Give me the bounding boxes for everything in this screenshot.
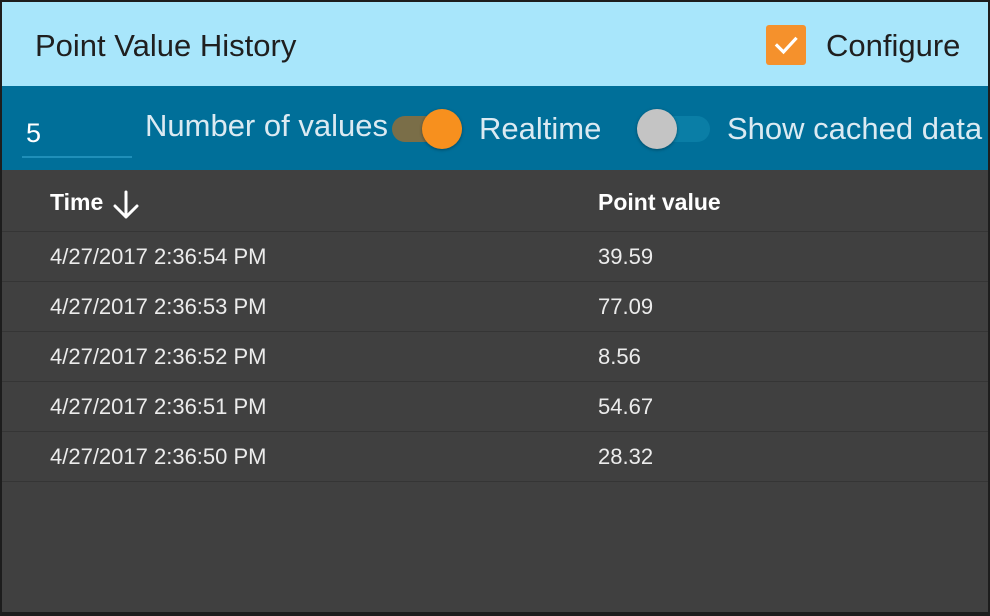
arrow-down-icon[interactable] (109, 188, 143, 222)
column-header-point-value[interactable]: Point value (598, 189, 721, 215)
table-header: Time Point value (2, 170, 988, 232)
realtime-toggle-thumb[interactable] (422, 109, 462, 149)
show-cached-data-toggle-thumb[interactable] (637, 109, 677, 149)
time-cell: 4/27/2017 2:36:53 PM (50, 294, 267, 319)
time-cell: 4/27/2017 2:36:52 PM (50, 344, 267, 369)
point-value-cell: 8.56 (598, 344, 641, 369)
table-row: 4/27/2017 2:36:54 PM 39.59 (2, 232, 988, 282)
controls-toolbar: Number of values Realtime Show cached da… (2, 86, 988, 170)
table-row: 4/27/2017 2:36:50 PM 28.32 (2, 432, 988, 482)
widget-title: Point Value History (35, 28, 297, 63)
checkmark-icon (774, 36, 798, 55)
configure-label[interactable]: Configure (826, 28, 961, 63)
table-row: 4/27/2017 2:36:53 PM 77.09 (2, 282, 988, 332)
point-value-cell: 54.67 (598, 394, 654, 419)
time-cell: 4/27/2017 2:36:51 PM (50, 394, 267, 419)
table-row: 4/27/2017 2:36:52 PM 8.56 (2, 332, 988, 382)
number-of-values-label: Number of values (145, 108, 388, 143)
realtime-label: Realtime (479, 111, 602, 146)
history-table: Time Point value 4/27/2017 2:36:54 PM 39… (2, 170, 988, 482)
point-value-cell: 28.32 (598, 444, 654, 469)
point-value-cell: 39.59 (598, 244, 654, 269)
widget-header: Point Value History Configure (2, 2, 988, 86)
point-value-cell: 77.09 (598, 294, 654, 319)
configure-checkbox[interactable] (766, 25, 806, 65)
time-cell: 4/27/2017 2:36:50 PM (50, 444, 267, 469)
table-row: 4/27/2017 2:36:51 PM 54.67 (2, 382, 988, 432)
number-of-values-input[interactable] (22, 110, 132, 158)
show-cached-data-label: Show cached data (727, 111, 983, 146)
column-header-time[interactable]: Time (50, 189, 104, 215)
time-cell: 4/27/2017 2:36:54 PM (50, 244, 267, 269)
